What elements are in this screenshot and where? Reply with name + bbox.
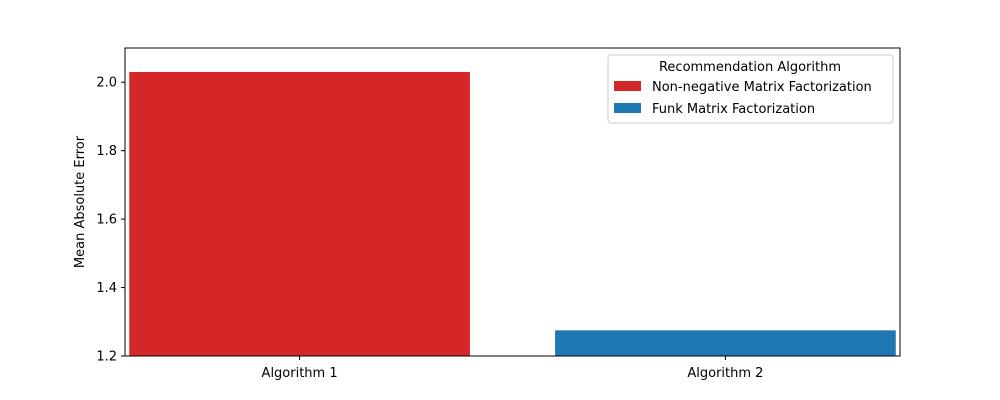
y-axis-label: Mean Absolute Error bbox=[73, 135, 88, 268]
y-tick-label: 1.8 bbox=[96, 144, 117, 159]
y-tick-label: 1.4 bbox=[96, 281, 117, 296]
y-axis: 1.2 1.4 1.6 1.8 2.0 bbox=[96, 76, 125, 365]
bar-algorithm-1 bbox=[129, 71, 470, 356]
bar-algorithm-2 bbox=[555, 330, 896, 356]
y-tick-label: 1.6 bbox=[96, 213, 117, 228]
legend-swatch-nmf bbox=[614, 81, 641, 91]
legend-label-nmf: Non-negative Matrix Factorization bbox=[652, 80, 872, 95]
legend-title: Recommendation Algorithm bbox=[659, 60, 841, 75]
legend-swatch-funk bbox=[614, 103, 641, 113]
x-axis: Algorithm 1 Algorithm 2 bbox=[262, 356, 763, 381]
bars-group bbox=[129, 71, 896, 356]
plot-frame bbox=[124, 47, 901, 357]
legend-label-funk: Funk Matrix Factorization bbox=[652, 102, 815, 117]
y-tick-label: 1.2 bbox=[96, 350, 117, 365]
y-tick-label: 2.0 bbox=[96, 76, 117, 91]
legend: Recommendation Algorithm Non-negative Ma… bbox=[607, 54, 894, 124]
x-tick-label: Algorithm 2 bbox=[687, 366, 763, 381]
legend-box bbox=[607, 54, 894, 124]
x-tick-label: Algorithm 1 bbox=[262, 366, 338, 381]
